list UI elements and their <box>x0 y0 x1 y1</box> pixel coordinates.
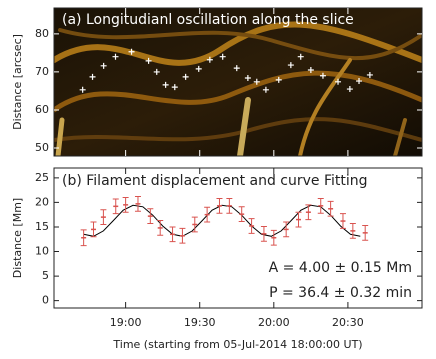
plus-marker <box>128 48 135 55</box>
plus-marker <box>307 67 314 74</box>
plus-marker <box>366 71 373 78</box>
y-tick-label: 10 <box>35 245 49 258</box>
bottom-title: (b) Filament displacement and curve Fitt… <box>62 173 368 189</box>
plus-marker <box>297 53 304 60</box>
plus-marker <box>253 78 260 85</box>
y-tick-label: 0 <box>42 294 49 307</box>
x-tick-label: 20:30 <box>332 316 364 329</box>
plus-marker <box>162 81 169 88</box>
y-tick-label: 50 <box>35 141 49 154</box>
y-tick-label: 15 <box>35 220 49 233</box>
plus-marker <box>79 86 86 93</box>
plus-marker <box>262 86 269 93</box>
plus-marker <box>244 75 251 82</box>
y-tick-label: 20 <box>35 195 49 208</box>
plus-marker <box>356 78 363 85</box>
plus-marker <box>219 53 226 60</box>
plus-marker <box>145 57 152 64</box>
plus-marker <box>335 78 342 85</box>
y-tick-label: 5 <box>42 269 49 282</box>
plus-marker <box>206 56 213 63</box>
plus-marker <box>100 62 107 69</box>
fit-curve <box>83 204 361 237</box>
plus-marker <box>171 84 178 91</box>
x-tick-label: 19:00 <box>110 316 142 329</box>
x-label: Time (starting from 05-Jul-2014 18:00:00… <box>112 338 362 351</box>
image-background <box>54 8 422 156</box>
top-frame <box>53 7 423 157</box>
plus-marker <box>182 73 189 80</box>
y-tick-label: 60 <box>35 103 49 116</box>
bottom-frame <box>53 167 423 309</box>
y-tick-label: 70 <box>35 65 49 78</box>
y-tick-label: 25 <box>35 171 49 184</box>
plus-marker <box>233 65 240 72</box>
x-tick-label: 19:30 <box>184 316 216 329</box>
x-tick-label: 20:00 <box>258 316 290 329</box>
plus-marker <box>153 68 160 75</box>
annotation: P = 36.4 ± 0.32 min <box>269 285 412 301</box>
y-label: Distance [arcsec] <box>11 34 24 130</box>
plus-marker <box>112 53 119 60</box>
top-title: (a) Longitudianl oscillation along the s… <box>62 12 354 28</box>
plus-marker <box>319 72 326 79</box>
plus-marker <box>287 62 294 69</box>
plus-marker <box>346 86 353 93</box>
annotation: A = 4.00 ± 0.15 Mm <box>269 260 412 276</box>
y-tick-label: 80 <box>35 27 49 40</box>
y-label: Distance [Mm] <box>11 198 24 278</box>
plus-marker <box>195 65 202 72</box>
plus-marker <box>275 76 282 83</box>
plus-marker <box>89 73 96 80</box>
